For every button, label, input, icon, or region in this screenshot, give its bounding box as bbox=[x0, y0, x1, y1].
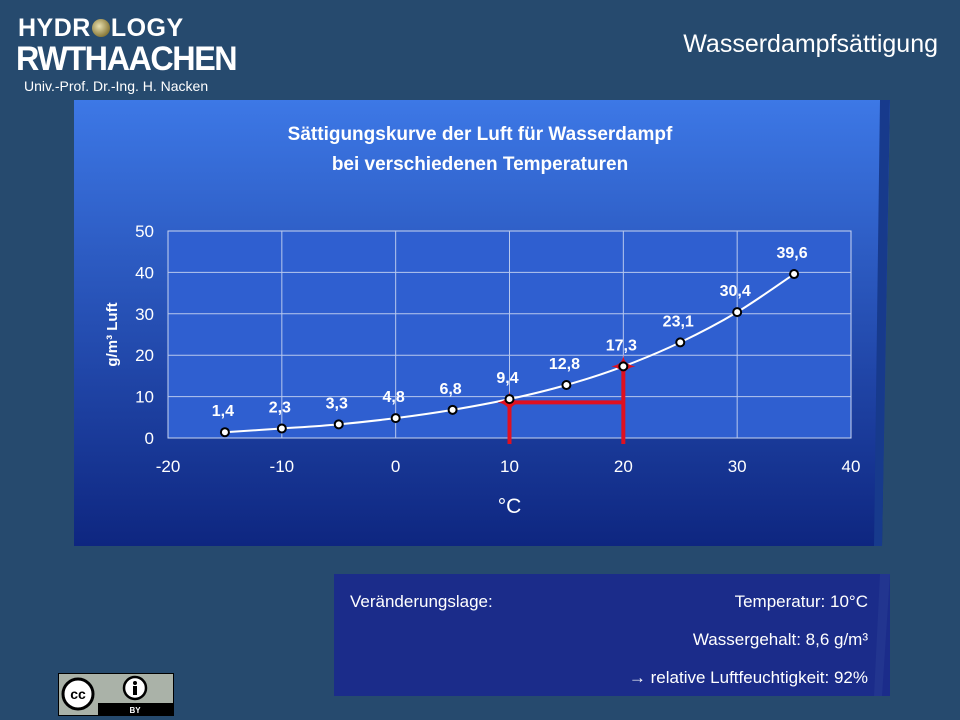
y-tick-label: 20 bbox=[135, 346, 154, 365]
x-tick-label: 30 bbox=[728, 457, 747, 476]
data-point bbox=[732, 307, 743, 318]
svg-text:cc: cc bbox=[70, 686, 86, 702]
data-point bbox=[333, 419, 344, 430]
globe-icon bbox=[91, 19, 110, 37]
data-point bbox=[618, 361, 629, 372]
data-label: 1,4 bbox=[212, 403, 234, 420]
data-label: 9,4 bbox=[496, 370, 518, 387]
data-point bbox=[675, 337, 686, 348]
x-tick-label: 40 bbox=[842, 457, 861, 476]
x-tick-label: 0 bbox=[391, 457, 400, 476]
info-panel-background bbox=[334, 574, 890, 696]
x-axis-label: °C bbox=[498, 495, 522, 518]
data-point bbox=[276, 423, 287, 434]
chart-panel: Sättigungskurve der Luft für Wasserdampf… bbox=[74, 100, 890, 546]
data-points bbox=[219, 269, 800, 438]
x-tick-label: -10 bbox=[270, 457, 295, 476]
info-relative-humidity: → relative Luftfeuchtigkeit: 92% bbox=[628, 668, 868, 687]
y-tick-label: 50 bbox=[135, 222, 154, 241]
data-label: 4,8 bbox=[383, 389, 405, 406]
svg-text:BY: BY bbox=[129, 706, 141, 715]
info-water-content: Wassergehalt: 8,6 g/m³ bbox=[692, 630, 868, 649]
data-label: 17,3 bbox=[606, 337, 637, 354]
chart-title-line1: Sättigungskurve der Luft für Wasserdampf bbox=[288, 124, 673, 145]
data-label: 39,6 bbox=[777, 245, 808, 262]
info-label: Veränderungslage: bbox=[350, 592, 493, 611]
data-point bbox=[789, 269, 800, 280]
y-tick-label: 10 bbox=[135, 388, 154, 407]
data-label: 3,3 bbox=[326, 395, 348, 412]
x-tick-label: 20 bbox=[614, 457, 633, 476]
data-label: 6,8 bbox=[439, 381, 461, 398]
data-point bbox=[447, 404, 458, 415]
slide-title: Wasserdampfsättigung bbox=[683, 30, 938, 58]
data-label: 12,8 bbox=[549, 356, 580, 373]
axis-ticks: -20 -10 0 10 20 30 40 0 10 20 30 40 50 bbox=[135, 222, 860, 476]
data-point bbox=[390, 413, 401, 424]
x-tick-label: 10 bbox=[500, 457, 519, 476]
data-point bbox=[561, 380, 572, 391]
chart-title-line2: bei verschiedenen Temperaturen bbox=[332, 154, 628, 175]
y-tick-label: 40 bbox=[135, 263, 154, 282]
y-tick-label: 0 bbox=[145, 429, 154, 448]
logo-hydrology-text: HYDR LOGY bbox=[18, 14, 184, 42]
info-temperature: Temperatur: 10°C bbox=[734, 592, 868, 611]
data-point bbox=[219, 427, 230, 438]
data-label: 23,1 bbox=[663, 313, 694, 330]
logo-rwth-text: RWTHAACHEN bbox=[16, 40, 238, 78]
y-axis-label: g/m³ Luft bbox=[104, 302, 121, 366]
data-labels: 1,4 2,3 3,3 4,8 6,8 9,4 12,8 17,3 23,1 30,4 39,6 bbox=[212, 245, 808, 420]
data-label: 2,3 bbox=[269, 399, 291, 416]
cc-icon bbox=[61, 677, 95, 711]
y-tick-label: 30 bbox=[135, 305, 154, 324]
data-point bbox=[504, 394, 515, 405]
rwth-hydrology-logo: HYDR LOGY RWTHAACHEN Univ.-Prof. Dr.-Ing.… bbox=[14, 10, 254, 100]
chart-panel-edge bbox=[874, 100, 890, 546]
cc-by-license-badge: cc BY bbox=[58, 673, 174, 716]
data-label: 30,4 bbox=[720, 283, 751, 300]
logo-subtitle: Univ.-Prof. Dr.-Ing. H. Nacken bbox=[24, 78, 209, 94]
x-tick-label: -20 bbox=[156, 457, 181, 476]
